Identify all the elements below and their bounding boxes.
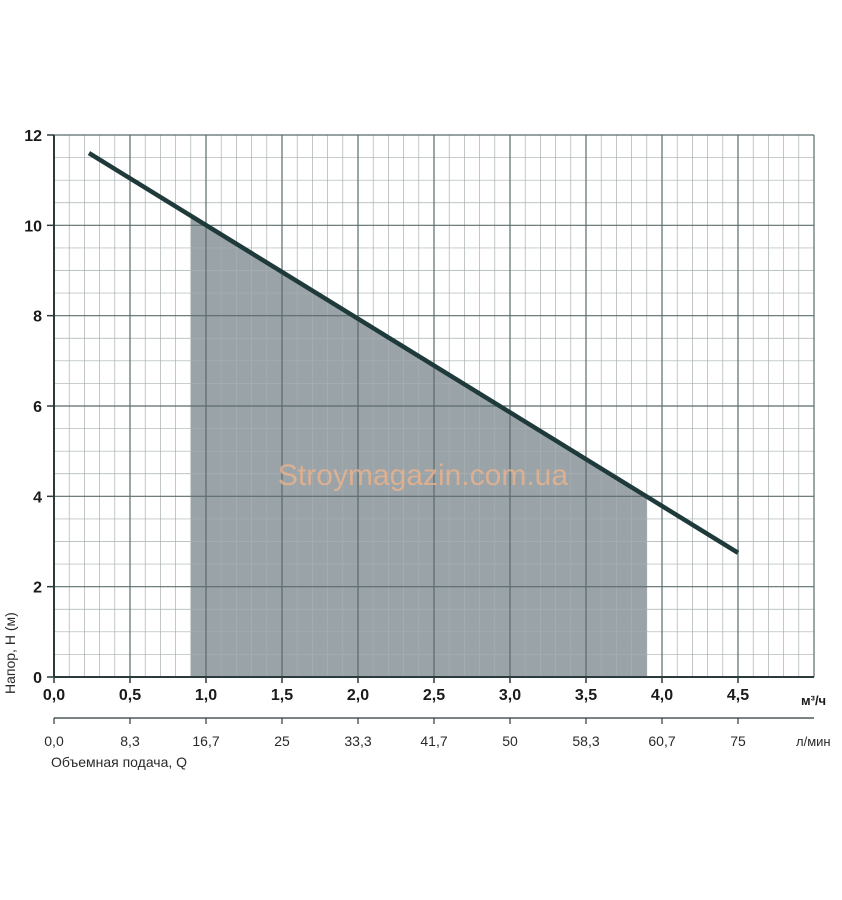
x-tick-label-secondary: 50 <box>502 733 518 749</box>
x-tick-labels-secondary: 0,0 8,3 16,7 25 33,3 41,7 50 58,3 60,7 75 <box>44 733 746 749</box>
x-tick-label-primary: 3,5 <box>575 687 597 704</box>
y-tick-labels: 0 2 4 6 8 10 12 <box>24 128 42 687</box>
x-tick-label-secondary: 60,7 <box>648 733 675 749</box>
x-tick-label-primary: 2,5 <box>423 687 445 704</box>
x-tick-label-primary: 0,5 <box>119 687 141 704</box>
y-tick-label: 8 <box>33 309 42 326</box>
axes <box>47 134 814 724</box>
x-tick-label-primary: 4,5 <box>727 687 749 704</box>
y-tick-label: 10 <box>24 218 42 235</box>
x-tick-label-secondary: 8,3 <box>120 733 140 749</box>
x-tick-label-secondary: 41,7 <box>420 733 447 749</box>
x-axis-label: Объемная подача, Q <box>51 754 187 770</box>
x-tick-label-primary: 4,0 <box>651 687 673 704</box>
y-axis-label: Напор, H (м) <box>2 612 18 694</box>
x-tick-label-secondary: 25 <box>274 733 290 749</box>
y-tick-label: 6 <box>33 399 42 416</box>
x-unit-secondary: л/мин <box>796 734 831 749</box>
watermark: Stroymagazin.com.ua <box>278 459 568 492</box>
y-tick-label: 2 <box>33 580 42 597</box>
x-tick-label-primary: 2,0 <box>347 687 369 704</box>
x-tick-label-secondary: 75 <box>730 733 746 749</box>
x-tick-label-secondary: 0,0 <box>44 733 64 749</box>
x-unit-primary: м³/ч <box>801 693 826 708</box>
major-grid <box>54 134 815 677</box>
y-tick-label: 0 <box>33 670 42 687</box>
x-tick-label-primary: 0,0 <box>43 687 65 704</box>
x-tick-label-primary: 1,0 <box>195 687 217 704</box>
curve-layer <box>87 151 740 555</box>
head-curve-line <box>87 151 740 555</box>
x-tick-label-primary: 1,5 <box>271 687 293 704</box>
y-tick-label: 12 <box>24 128 42 145</box>
x-tick-label-secondary: 16,7 <box>192 733 219 749</box>
y-tick-label: 4 <box>33 489 42 506</box>
x-tick-label-secondary: 33,3 <box>344 733 371 749</box>
x-tick-label-secondary: 58,3 <box>572 733 599 749</box>
x-tick-labels-primary: 0,0 0,5 1,0 1,5 2,0 2,5 3,0 3,5 4,0 4,5 <box>43 687 749 704</box>
x-tick-label-primary: 3,0 <box>499 687 521 704</box>
